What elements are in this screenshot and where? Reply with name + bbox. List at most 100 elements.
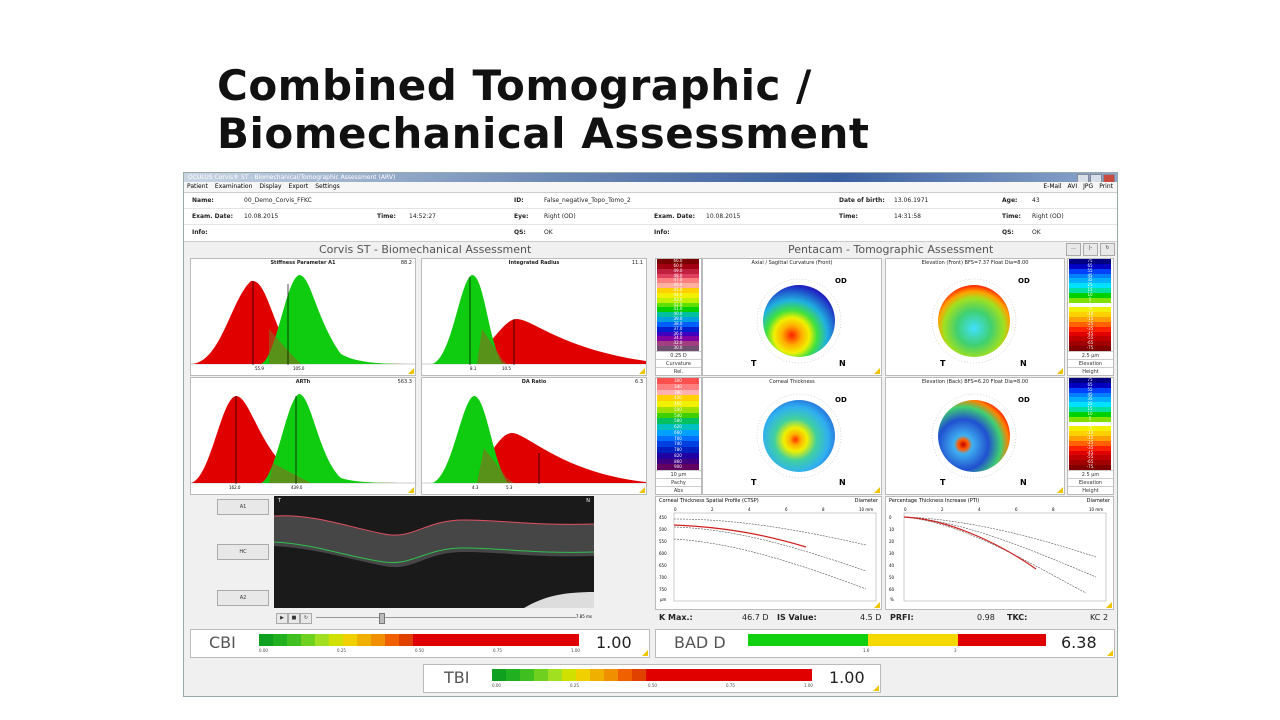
scale-step: 42.0 [657, 302, 699, 308]
scale-step: 780 [657, 447, 699, 453]
tick: 0.25 [337, 648, 346, 653]
time2-label: Time: [839, 213, 858, 220]
x-tick: 4 [748, 507, 751, 512]
video-slider-handle[interactable] [379, 613, 385, 624]
scale-step: -10 [1069, 311, 1111, 318]
video-left-label: T [278, 498, 282, 504]
tkc-value: KC 2 [1090, 613, 1109, 622]
map-title: Corneal Thickness [769, 379, 815, 385]
gauge-segment [576, 669, 590, 681]
scale-step: 10 [1069, 411, 1111, 417]
tick: 0.75 [726, 683, 735, 688]
menu-settings[interactable]: Settings [315, 183, 340, 190]
corner-marker [639, 368, 645, 374]
pentacam-section-title: Pentacam - Tomographic Assessment [788, 243, 994, 256]
back-elevation-map: Elevation (Back) BFS=6.20 Float Dia=8.00… [885, 377, 1065, 495]
scale-step: -35 [1069, 445, 1111, 451]
eye-value2: Right (OD) [1032, 213, 1064, 220]
y-tick: 450 [659, 515, 667, 520]
scale-step: -55 [1069, 336, 1111, 342]
x-tick: 10 mm [1089, 507, 1104, 512]
avi-button[interactable]: AVI [1067, 183, 1078, 190]
y-tick: 0 [889, 515, 892, 520]
temporal-label: T [751, 359, 757, 368]
scale-step: 49.0 [657, 268, 699, 274]
exam-date2: 10.08.2015 [706, 213, 741, 220]
name-label: Name: [192, 197, 214, 204]
scale-footer: Rel. [656, 367, 701, 375]
scale-step: 45 [1069, 273, 1111, 279]
a1-button[interactable]: A1 [217, 499, 269, 515]
bad-d-value: 6.38 [1061, 633, 1097, 652]
isv-value: 4.5 D [860, 613, 882, 622]
time-label: Time: [377, 213, 396, 220]
scale-step: -65 [1069, 340, 1111, 347]
y-tick: 10 [889, 527, 895, 532]
loop-icon[interactable]: ↻ [300, 613, 312, 624]
scale-step: -15 [1069, 435, 1111, 441]
info2-label: Info: [654, 229, 670, 236]
x-tick: 10 mm [859, 507, 874, 512]
x-tick: 2 [941, 507, 944, 512]
isv-label: IS Value: [777, 613, 817, 622]
settings-toggle-button[interactable]: |- [1083, 243, 1098, 256]
hc-button[interactable]: HC [217, 544, 269, 560]
tick: 4.3 [472, 485, 479, 490]
jpg-button[interactable]: JPG [1083, 183, 1094, 190]
tbi-gauge: TBI 1.00 0.00 0.25 0.50 0.75 1.00 [423, 664, 881, 693]
scale-step: 860 [657, 458, 699, 465]
info-label: Info: [192, 229, 208, 236]
scale-step: -25 [1069, 440, 1111, 446]
scale-step: 43.0 [657, 297, 699, 303]
stop-icon[interactable]: ■ [288, 613, 300, 624]
gauge-segment [413, 634, 579, 646]
tick: 3 [954, 648, 957, 653]
scale-step: 38.0 [657, 321, 699, 327]
temporal-label: T [751, 478, 757, 487]
menu-bar: Patient Examination Display Export Setti… [184, 182, 1117, 193]
gauge-segment [868, 634, 958, 646]
map-title: Elevation (Front) BFS=7.37 Float Dia=8.0… [921, 260, 1029, 266]
scale-step: 25 [1069, 401, 1111, 408]
gauge-segment [259, 634, 273, 646]
map-title: Elevation (Back) BFS=6.20 Float Dia=8.00 [921, 379, 1029, 385]
kmax-label: K Max.: [659, 613, 693, 622]
qs-label: QS: [514, 229, 526, 236]
scale-step: 300 [657, 378, 699, 384]
print-button[interactable]: Print [1099, 183, 1113, 190]
menu-patient[interactable]: Patient [187, 183, 208, 190]
scale-step: 740 [657, 441, 699, 447]
video-slider-track[interactable] [316, 617, 576, 618]
menu-display[interactable]: Display [259, 183, 282, 190]
time3-label: Time: [1002, 213, 1021, 220]
scale-step: 5 [1069, 416, 1111, 422]
cbi-value: 1.00 [596, 633, 632, 652]
menu-export[interactable]: Export [288, 183, 309, 190]
cbi-bar [259, 634, 579, 646]
tick: 55.9 [255, 366, 264, 371]
axial-curvature-map: Axial / Sagittal Curvature (Front) OD T … [702, 258, 882, 376]
tick: 10.5 [502, 366, 511, 371]
more-button[interactable]: ... [1066, 243, 1081, 256]
curvature-scale: 66.0 60.0 49.0 48.0 47.0 46.0 45.0 44.0 43.0 42.0… [655, 258, 702, 376]
scale-step: 39.0 [657, 316, 699, 322]
refresh-icon[interactable]: ↻ [1100, 243, 1115, 256]
tick: 0.25 [570, 683, 579, 688]
scale-step: -5 [1069, 307, 1111, 313]
email-button[interactable]: E-Mail [1043, 183, 1062, 190]
cbi-gauge: CBI 1.00 0.00 0.25 0.50 0.75 1.00 [190, 629, 650, 658]
y-tick: 40 [889, 563, 895, 568]
scale-step: 65 [1069, 382, 1111, 388]
y-tick: 50 [889, 575, 895, 580]
play-icon[interactable]: ▶ [276, 613, 288, 624]
scale-footer: 10 µm [656, 470, 701, 479]
a2-button[interactable]: A2 [217, 590, 269, 606]
gauge-segment [287, 634, 301, 646]
x-tick: 4 [978, 507, 981, 512]
menu-examination[interactable]: Examination [214, 183, 253, 190]
tbi-value: 1.00 [829, 668, 865, 687]
cbi-label: CBI [209, 633, 236, 652]
bad-d-label: BAD D [674, 633, 726, 652]
scale-footer: Elevation [1068, 359, 1113, 368]
ctsp-title: Corneal Thickness Spatial Profile (CTSP) [659, 498, 759, 504]
